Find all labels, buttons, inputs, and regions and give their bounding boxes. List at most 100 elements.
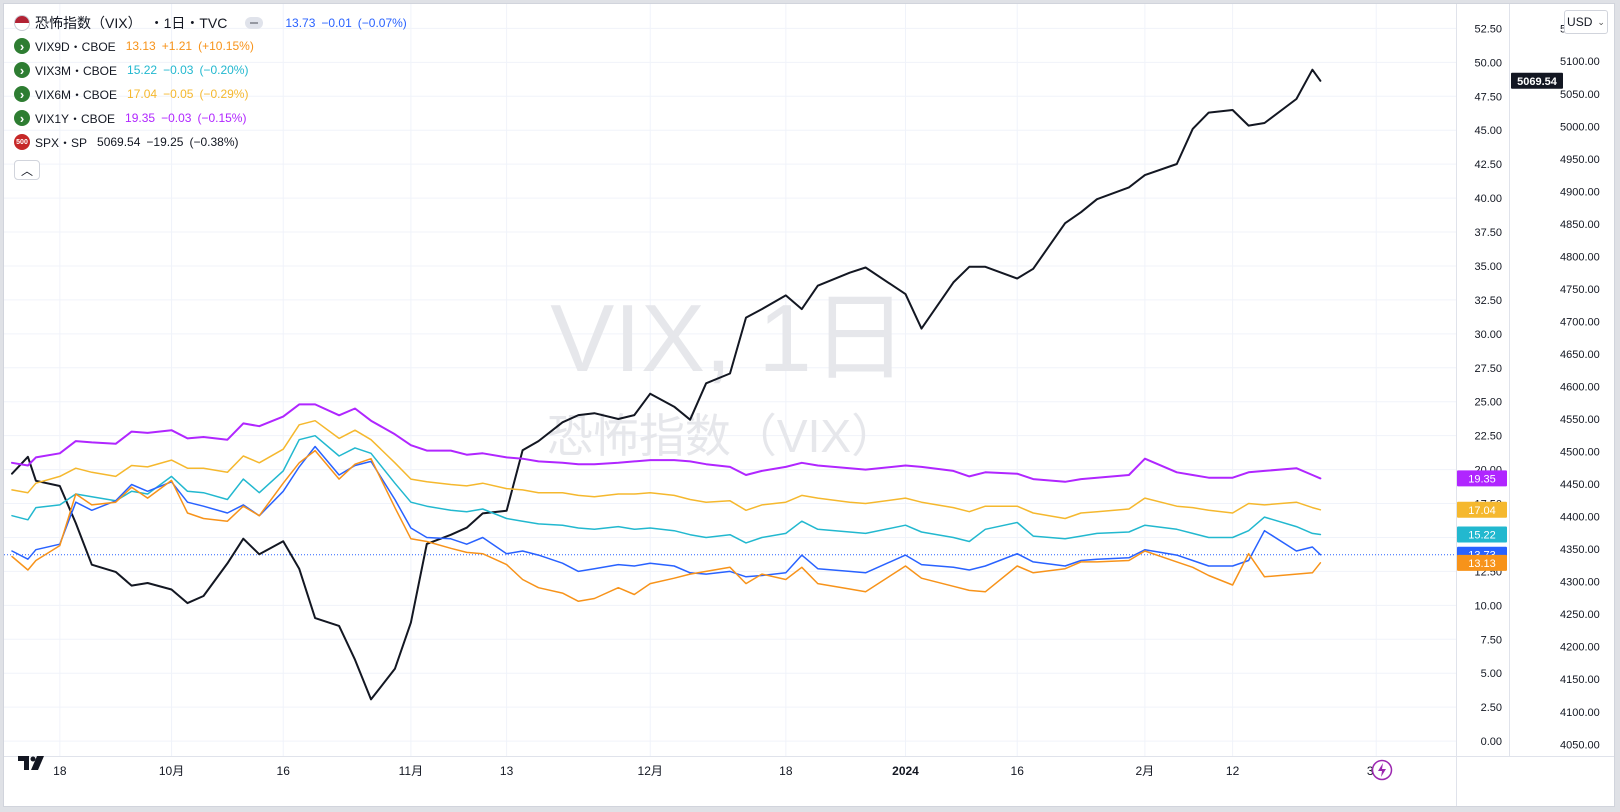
legend-symbol: VIX6M・CBOE xyxy=(35,87,118,102)
main-value: 13.73 xyxy=(285,16,316,30)
y-left-tick-label: 37.50 xyxy=(1474,227,1502,239)
y-left-tick-label: 42.50 xyxy=(1474,159,1502,171)
y-right-tick-label: 4850.00 xyxy=(1560,219,1600,231)
y-left-tick-label: 40.00 xyxy=(1474,193,1502,205)
legend-change-pct: (+10.15%) xyxy=(198,39,254,53)
y-right-tick-label: 4200.00 xyxy=(1560,642,1600,654)
x-tick-label: 12 xyxy=(1226,764,1240,778)
legend-row[interactable]: › VIX1Y・CBOE 19.35 −0.03 (−0.15%) xyxy=(14,106,413,130)
last-value-label: 15.22 xyxy=(1468,529,1496,541)
last-value-label-bg xyxy=(1457,470,1507,487)
x-tick-label: 13 xyxy=(500,764,514,778)
y-left-tick-label: 52.50 xyxy=(1474,23,1502,35)
series-line xyxy=(11,434,1322,544)
us-flag-icon xyxy=(14,15,30,31)
legend: 恐怖指数（VIX） ・1日・TVC 13.73 −0.01 (−0.07%) ›… xyxy=(14,12,413,180)
legend-symbol: VIX1Y・CBOE xyxy=(35,111,116,126)
legend-row[interactable]: 500 SPX・SP 5069.54 −19.25 (−0.38%) xyxy=(14,130,413,154)
legend-change-pct: (−0.38%) xyxy=(189,135,239,149)
last-value-label-bg xyxy=(1511,72,1563,89)
last-value-label-bg xyxy=(1457,554,1507,571)
legend-row[interactable]: › VIX3M・CBOE 15.22 −0.03 (−0.20%) xyxy=(14,58,413,82)
cboe-arrow-icon: › xyxy=(14,110,30,126)
currency-select[interactable]: USD ⌄ xyxy=(1564,10,1608,34)
legend-change: +1.21 xyxy=(161,39,193,53)
y-left-tick-label: 22.50 xyxy=(1474,431,1502,443)
legend-value: 15.22 xyxy=(127,63,158,77)
y-right-tick-label: 4650.00 xyxy=(1560,349,1600,361)
y-left-tick-label: 27.50 xyxy=(1474,363,1502,375)
legend-value: 17.04 xyxy=(127,87,158,101)
y-right-tick-label: 4050.00 xyxy=(1560,739,1600,751)
x-tick-label: 10月 xyxy=(159,764,184,778)
legend-main-row[interactable]: 恐怖指数（VIX） ・1日・TVC 13.73 −0.01 (−0.07%) xyxy=(14,12,413,34)
legend-change: −19.25 xyxy=(146,135,184,149)
cboe-arrow-icon: › xyxy=(14,62,30,78)
chart-frame: VIX, 1日 恐怖指数（VIX） 18 10月 16 11月 13 12月 18 2024 1… xyxy=(3,3,1615,807)
tradingview-logo-icon[interactable] xyxy=(18,754,48,777)
main-change-pct: (−0.07%) xyxy=(357,16,407,30)
y-right-tick-label: 4700.00 xyxy=(1560,316,1600,328)
x-tick-label: 11月 xyxy=(399,764,423,778)
currency-label: USD xyxy=(1567,15,1593,29)
chevron-up-icon: ︿ xyxy=(20,163,33,178)
series-line xyxy=(11,449,1322,603)
y-left-tick-label: 0.00 xyxy=(1481,736,1502,748)
watermark: VIX, 1日 恐怖指数（VIX） xyxy=(547,285,908,462)
series-layer xyxy=(4,68,1456,701)
y-right-tick-label: 4500.00 xyxy=(1560,447,1600,459)
y-right-tick-label: 4450.00 xyxy=(1560,479,1600,491)
lightning-icon[interactable] xyxy=(1371,759,1393,786)
y-right-tick-label: 4350.00 xyxy=(1560,544,1600,556)
legend-symbol: VIX9D・CBOE xyxy=(35,39,116,54)
cboe-arrow-icon: › xyxy=(14,86,30,102)
y-left-tick-label: 35.00 xyxy=(1474,261,1502,273)
y-right-tick-label: 4900.00 xyxy=(1560,186,1600,198)
main-symbol-meta: ・1日・TVC xyxy=(149,15,228,31)
watermark-title: VIX, 1日 xyxy=(550,285,907,392)
legend-change-pct: (−0.29%) xyxy=(199,87,249,101)
y-left-tick-label: 7.50 xyxy=(1481,634,1502,646)
chart-canvas[interactable]: VIX, 1日 恐怖指数（VIX） 18 10月 16 11月 13 12月 18 2024 1… xyxy=(4,4,1615,807)
last-value-label: 5069.54 xyxy=(1517,76,1558,88)
y-right-tick-label: 4950.00 xyxy=(1560,154,1600,166)
last-value-label: 13.13 xyxy=(1468,558,1496,570)
x-tick-label: 18 xyxy=(53,764,67,778)
market-status-icon[interactable] xyxy=(245,17,264,29)
chevron-down-icon: ⌄ xyxy=(1597,16,1605,27)
legend-change: −0.03 xyxy=(163,63,194,77)
x-tick-label: 12月 xyxy=(638,764,663,778)
x-tick-label: 18 xyxy=(779,764,793,778)
collapse-legend-button[interactable]: ︿ xyxy=(14,160,40,180)
legend-change-pct: (−0.15%) xyxy=(197,111,247,125)
y-right-tick-label: 4550.00 xyxy=(1560,414,1600,426)
y-left-tick-label: 25.00 xyxy=(1474,397,1502,409)
y-right-tick-label: 4100.00 xyxy=(1560,707,1600,719)
y-left-tick-label: 10.00 xyxy=(1474,600,1502,612)
legend-value: 5069.54 xyxy=(97,135,141,149)
grid-lines xyxy=(4,4,1456,756)
legend-change: −0.05 xyxy=(163,87,194,101)
legend-row[interactable]: › VIX9D・CBOE 13.13 +1.21 (+10.15%) xyxy=(14,34,413,58)
legend-value: 19.35 xyxy=(125,111,156,125)
main-change: −0.01 xyxy=(321,16,352,30)
legend-symbol: SPX・SP xyxy=(35,135,88,150)
series-line xyxy=(11,445,1322,578)
main-symbol-name: 恐怖指数（VIX） xyxy=(35,15,142,31)
cboe-arrow-icon: › xyxy=(14,38,30,54)
last-value-label: 19.35 xyxy=(1468,473,1496,485)
legend-row[interactable]: › VIX6M・CBOE 17.04 −0.05 (−0.29%) xyxy=(14,82,413,106)
x-tick-label: 2024 xyxy=(892,764,919,778)
y-left-tick-label: 45.00 xyxy=(1474,125,1502,137)
y-left-tick-label: 47.50 xyxy=(1474,91,1502,103)
y-right-tick-label: 4150.00 xyxy=(1560,674,1600,686)
x-tick-label: 16 xyxy=(1011,764,1025,778)
y-right-tick-label: 4800.00 xyxy=(1560,251,1600,263)
legend-change-pct: (−0.20%) xyxy=(199,63,249,77)
series-line xyxy=(11,419,1322,520)
last-value-label: 17.04 xyxy=(1468,505,1496,517)
last-value-label-bg xyxy=(1457,501,1507,518)
legend-change: −0.03 xyxy=(161,111,192,125)
x-tick-label: 16 xyxy=(277,764,291,778)
